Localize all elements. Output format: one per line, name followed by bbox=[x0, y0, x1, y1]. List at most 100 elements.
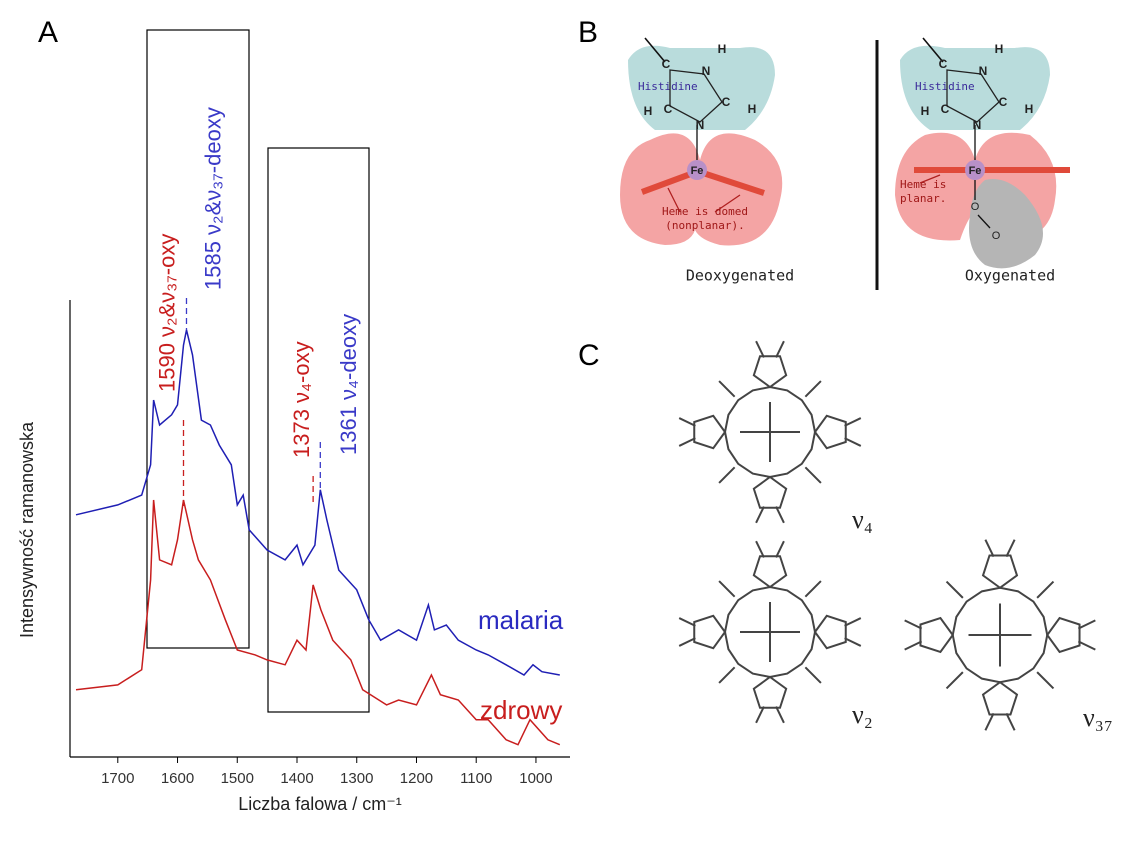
x-tick-label: 1300 bbox=[340, 770, 373, 787]
substituent bbox=[776, 541, 784, 557]
note-box: Heme is domed (nonplanar). bbox=[650, 205, 760, 245]
atom-label: H bbox=[644, 104, 653, 118]
substituent bbox=[1078, 620, 1095, 628]
peak-annotation: 1361 ν₄-deoxy bbox=[336, 314, 361, 455]
atom-label: O bbox=[992, 230, 1001, 242]
substituent bbox=[719, 667, 735, 683]
state-caption: Oxygenated bbox=[965, 267, 1055, 285]
x-tick-label: 1400 bbox=[280, 770, 313, 787]
peak-annotation: 1373 ν₄-oxy bbox=[289, 341, 314, 458]
atom-label: Fe bbox=[969, 165, 982, 177]
pyrrole bbox=[694, 616, 725, 648]
substituent bbox=[805, 381, 821, 397]
atom-label: Fe bbox=[691, 165, 704, 177]
porphyrin-drawing bbox=[679, 341, 861, 523]
substituent bbox=[805, 667, 821, 683]
porphyrin-drawing bbox=[905, 540, 1096, 731]
mode-label: ν₄ bbox=[852, 505, 873, 534]
pyrrole bbox=[754, 677, 786, 708]
atom-label: C bbox=[722, 95, 731, 109]
residue-label: Histidine bbox=[915, 80, 975, 93]
pyrrole bbox=[1047, 618, 1079, 652]
panel-label: A bbox=[38, 16, 58, 49]
atom-label: H bbox=[995, 42, 1004, 56]
atom-label: C bbox=[999, 95, 1008, 109]
atom-label: N bbox=[702, 64, 711, 78]
heme-diagram: Histidine Histidine Fe Fe O O Heme is do… bbox=[620, 38, 1070, 290]
substituent bbox=[985, 540, 993, 557]
substituent bbox=[1006, 540, 1014, 557]
substituent bbox=[985, 713, 993, 730]
pyrrole bbox=[754, 477, 786, 508]
x-tick-label: 1100 bbox=[460, 770, 492, 787]
atom-label: H bbox=[1025, 102, 1034, 116]
substituent bbox=[1037, 672, 1053, 688]
substituent bbox=[679, 438, 695, 446]
y-axis-label: Intensywność ramanowska bbox=[17, 421, 37, 638]
x-tick-label: 1500 bbox=[221, 770, 254, 787]
figure: A B C Liczba falowa / cm⁻¹ Intensywność … bbox=[0, 0, 1137, 847]
pyrrole bbox=[983, 555, 1017, 587]
substituent bbox=[905, 620, 922, 628]
peak-annotation: 1590 ν₂&ν₃₇-oxy bbox=[154, 234, 179, 392]
atom-label: C bbox=[664, 102, 673, 116]
x-tick-label: 1600 bbox=[161, 770, 194, 787]
substituent bbox=[679, 638, 695, 646]
atom-label: N bbox=[979, 64, 988, 78]
substituent bbox=[845, 418, 861, 426]
substituent bbox=[679, 618, 695, 626]
atom-label: N bbox=[973, 118, 982, 132]
atom-label: H bbox=[921, 104, 930, 118]
substituent bbox=[1006, 713, 1014, 730]
heme-note: Heme is planar. bbox=[900, 178, 970, 206]
panel-label: C bbox=[578, 339, 600, 372]
heme-note: Heme is domed (nonplanar). bbox=[650, 205, 760, 233]
pyrrole bbox=[920, 618, 952, 652]
atom-label: O bbox=[971, 201, 980, 213]
page: {"panel_labels": ["A", "B", "C"], "chart… bbox=[0, 0, 1137, 847]
substituent bbox=[679, 418, 695, 426]
atom-label: C bbox=[662, 57, 671, 71]
mode-label: ν₂ bbox=[852, 700, 873, 729]
substituent bbox=[756, 707, 764, 723]
atom-label: C bbox=[941, 102, 950, 116]
state-caption: Deoxygenated bbox=[686, 267, 794, 285]
series-label: zdrowy bbox=[480, 695, 562, 725]
mode-label: ν₃₇ bbox=[1083, 703, 1113, 732]
substituent bbox=[947, 672, 963, 688]
porphyrin-drawing bbox=[679, 541, 861, 723]
x-axis-label: Liczba falowa / cm⁻¹ bbox=[238, 794, 402, 814]
series-label: malaria bbox=[478, 605, 564, 635]
substituent bbox=[1078, 641, 1095, 649]
x-tick-label: 1000 bbox=[519, 770, 552, 787]
atom-label: C bbox=[939, 57, 948, 71]
pyrrole bbox=[754, 556, 786, 587]
substituent bbox=[776, 507, 784, 523]
residue-label: Histidine bbox=[638, 80, 698, 93]
substituent bbox=[845, 638, 861, 646]
atom-label: H bbox=[718, 42, 727, 56]
pyrrole bbox=[815, 616, 846, 648]
pyrrole bbox=[815, 416, 846, 448]
substituent bbox=[805, 467, 821, 483]
peak-annotation: 1585 ν₂&ν₃₇-deoxy bbox=[200, 107, 225, 290]
substituent bbox=[947, 582, 963, 598]
substituent bbox=[719, 581, 735, 597]
substituent bbox=[776, 341, 784, 357]
note-box: Heme is planar. bbox=[900, 178, 970, 218]
substituent bbox=[905, 641, 922, 649]
substituent bbox=[805, 581, 821, 597]
pyrrole bbox=[754, 356, 786, 387]
substituent bbox=[845, 438, 861, 446]
substituent bbox=[756, 341, 764, 357]
substituent bbox=[719, 381, 735, 397]
pyrrole bbox=[983, 682, 1017, 714]
substituent bbox=[845, 618, 861, 626]
pyrrole bbox=[694, 416, 725, 448]
substituent bbox=[719, 467, 735, 483]
panel-label: B bbox=[578, 16, 598, 49]
atom-label: N bbox=[696, 118, 705, 132]
x-tick-label: 1200 bbox=[400, 770, 433, 787]
substituent bbox=[1037, 582, 1053, 598]
x-tick-label: 1700 bbox=[101, 770, 134, 787]
